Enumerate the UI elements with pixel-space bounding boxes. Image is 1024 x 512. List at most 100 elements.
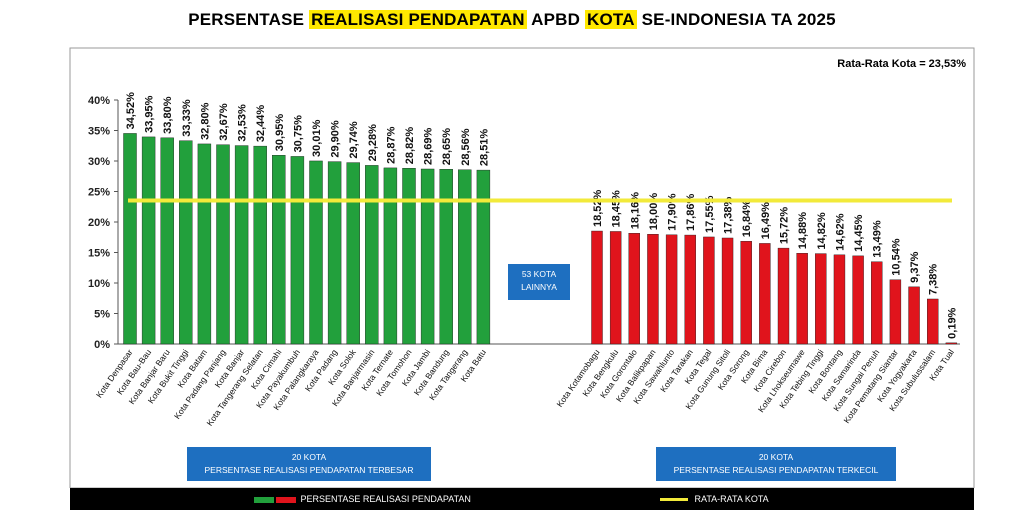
left-box: 20 KOTA PERSENTASE REALISASI PENDAPATAN … — [187, 447, 431, 481]
legend-average: RATA-RATA KOTA — [660, 494, 769, 504]
middle-box-line-1: 53 KOTA — [521, 269, 557, 279]
bottom-bar — [852, 255, 864, 345]
legend-series: PERSENTASE REALISASI PENDAPATAN — [254, 494, 471, 504]
bottom-value-label: 9,37% — [909, 251, 921, 282]
top-bar — [179, 140, 193, 345]
top-value-label: 33,95% — [144, 95, 156, 133]
y-tick-label: 25% — [88, 187, 110, 199]
bottom-value-label: 18,45% — [611, 190, 623, 228]
bottom-bar — [591, 230, 603, 345]
bottom-bar — [609, 231, 622, 345]
top-value-label: 28,51% — [478, 129, 490, 167]
bottom-value-label: 13,49% — [872, 220, 884, 258]
bottom-value-label: 16,84% — [741, 200, 753, 238]
bottom-bar — [833, 254, 846, 345]
bottom-value-label: 18,00% — [648, 193, 660, 231]
bottom-value-label: 17,90% — [667, 193, 679, 231]
y-tick-label: 40% — [88, 95, 110, 107]
bottom-bar — [889, 279, 902, 345]
bottom-bar — [703, 236, 715, 345]
top-bar — [234, 145, 249, 345]
top-value-label: 32,67% — [218, 103, 230, 141]
top-bar — [458, 169, 472, 345]
bottom-bar — [721, 237, 734, 345]
right-box: 20 KOTA PERSENTASE REALISASI PENDAPATAN … — [656, 447, 896, 481]
y-tick-label: 10% — [88, 278, 110, 290]
bottom-value-label: 14,45% — [853, 214, 865, 252]
top-value-label: 28,65% — [441, 128, 453, 166]
bottom-bar — [665, 234, 678, 345]
bottom-value-label: 0,19% — [946, 307, 958, 338]
bottom-bar — [945, 342, 958, 345]
legend-series-label: PERSENTASE REALISASI PENDAPATAN — [300, 494, 471, 504]
top-value-label: 32,53% — [237, 104, 249, 142]
top-bar — [216, 144, 230, 345]
top-bar — [420, 168, 435, 345]
title-highlight-1: REALISASI PENDAPATAN — [309, 10, 527, 29]
top-value-label: 28,69% — [423, 127, 435, 165]
top-bar — [141, 136, 156, 345]
bottom-value-label: 16,49% — [760, 202, 772, 240]
bottom-value-label: 10,54% — [890, 238, 902, 276]
legend-swatch-red — [276, 496, 296, 503]
title-highlight-2: KOTA — [584, 10, 637, 29]
chart-area: 0%5%10%15%20%25%30%35%40% 34,52%Kota Den… — [69, 47, 975, 488]
top-value-label: 28,56% — [460, 128, 472, 166]
y-tick-label: 0% — [94, 339, 110, 351]
average-label: Rata-Rata Kota = 23,53% — [837, 58, 966, 70]
title-part-1: PERSENTASE — [188, 10, 310, 29]
bottom-bar — [777, 247, 790, 345]
y-tick-label: 35% — [88, 126, 110, 138]
middle-box-line-2: LAINNYA — [521, 282, 557, 292]
bottom-bar — [871, 261, 883, 345]
top-bar — [197, 143, 212, 345]
top-value-label: 29,90% — [330, 120, 342, 158]
y-tick-label: 15% — [88, 248, 110, 260]
top-bar — [365, 165, 379, 345]
right-box-line-2: PERSENTASE REALISASI PENDAPATAN TERKECIL — [673, 465, 879, 475]
top-value-label: 34,52% — [125, 92, 137, 130]
middle-box: 53 KOTA LAINNYA — [508, 264, 570, 300]
title-part-3: APBD — [526, 10, 585, 29]
top-bar — [346, 162, 360, 345]
bottom-bar — [759, 243, 771, 345]
top-bar — [327, 161, 342, 345]
top-bar — [439, 169, 453, 345]
bottom-bar — [740, 241, 752, 345]
top-value-label: 29,28% — [367, 124, 379, 162]
bottom-value-label: 15,72% — [779, 207, 791, 245]
bottom-bar — [796, 253, 808, 345]
y-tick-label: 5% — [94, 309, 110, 321]
bottom-bar — [647, 233, 659, 345]
bottom-value-label: 7,38% — [928, 264, 940, 295]
bottom-value-label: 17,38% — [723, 196, 735, 234]
bottom-value-label: 14,82% — [816, 212, 828, 250]
top-value-label: 32,44% — [255, 105, 267, 143]
top-bar — [160, 137, 174, 345]
bottom-bar — [628, 233, 640, 345]
legend-average-label: RATA-RATA KOTA — [694, 494, 769, 504]
top-value-label: 33,80% — [162, 96, 174, 134]
top-bar — [253, 145, 267, 345]
bottom-value-label: 17,55% — [704, 195, 716, 233]
left-box-line-1: 20 KOTA — [291, 452, 327, 462]
top-value-label: 30,95% — [274, 114, 286, 152]
top-value-label: 28,82% — [404, 127, 416, 165]
bottom-value-label: 14,62% — [834, 213, 846, 251]
top-bar — [290, 156, 305, 345]
bottom-bar — [927, 298, 939, 345]
top-bar — [123, 133, 137, 345]
bottom-value-label: 18,52% — [592, 190, 604, 228]
bottom-value-label: 14,88% — [797, 212, 809, 250]
left-box-line-2: PERSENTASE REALISASI PENDAPATAN TERBESAR — [204, 465, 414, 475]
right-box-line-1: 20 KOTA — [758, 452, 794, 462]
bottom-value-label: 18,16% — [629, 192, 641, 230]
legend: PERSENTASE REALISASI PENDAPATAN RATA-RAT… — [70, 488, 974, 510]
top-bar — [383, 167, 398, 345]
legend-swatch-line — [660, 498, 688, 502]
top-bar — [309, 160, 323, 345]
top-value-label: 33,33% — [181, 99, 193, 137]
y-tick-label: 30% — [88, 156, 110, 168]
top-value-label: 30,01% — [311, 119, 323, 157]
top-value-label: 32,80% — [199, 102, 211, 140]
